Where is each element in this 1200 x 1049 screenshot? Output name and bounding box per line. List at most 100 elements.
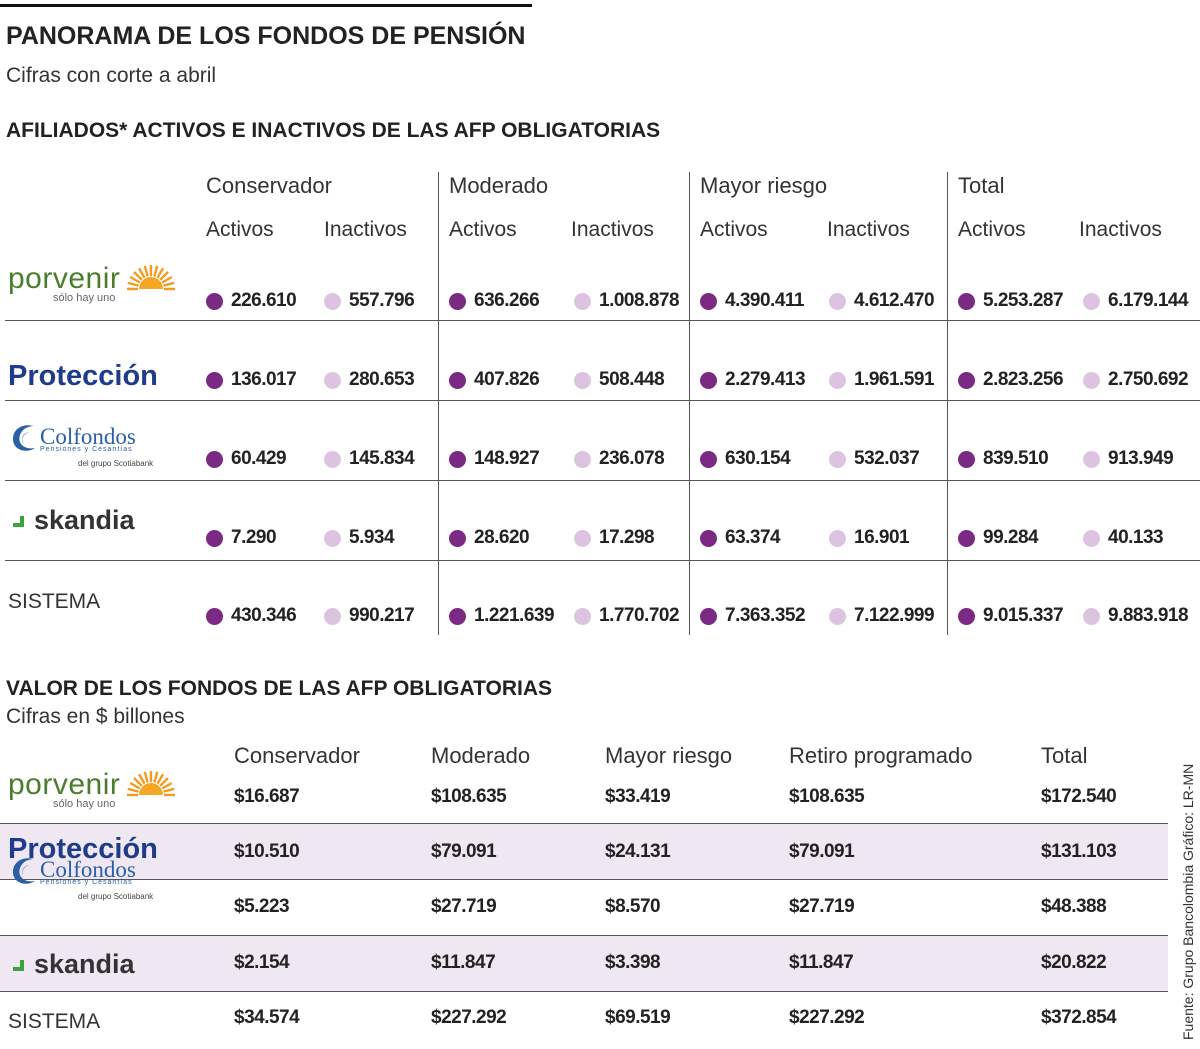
dot: [829, 451, 846, 468]
logo-tagline: sólo hay uno: [53, 292, 116, 304]
value: 16.901: [854, 527, 910, 548]
value: 7.290: [231, 527, 277, 548]
logo-name: skandia: [34, 505, 135, 535]
logo: SISTEMA: [8, 1010, 100, 1034]
value: $11.847: [789, 952, 854, 973]
dot: [206, 451, 223, 468]
dot: [829, 530, 846, 547]
value: 280.653: [349, 369, 415, 390]
logo: skandia: [8, 505, 135, 536]
value: 226.610: [231, 290, 297, 311]
row-divider: [5, 400, 1200, 401]
value: 430.346: [231, 605, 297, 626]
value: 1.961.591: [854, 369, 935, 390]
value: $2.154: [234, 952, 290, 973]
dot: [1083, 608, 1100, 625]
dot: [700, 293, 717, 310]
row-divider: [5, 560, 1200, 561]
logo-name: Protección: [8, 360, 158, 392]
dot: [574, 451, 591, 468]
value: 532.037: [854, 448, 920, 469]
dot: [574, 293, 591, 310]
dot: [574, 608, 591, 625]
value: 63.374: [725, 527, 781, 548]
top-rule: [0, 4, 532, 7]
logo-row: Colfondos: [8, 420, 153, 454]
value: 4.612.470: [854, 290, 935, 311]
logo-name: skandia: [34, 949, 135, 979]
dot: [206, 530, 223, 547]
row-divider: [0, 935, 1168, 936]
logo: Colfondos Pensiones y Cesantías del grupo …: [8, 420, 153, 468]
value: 839.510: [983, 448, 1049, 469]
value: 2.750.692: [1108, 369, 1189, 390]
group-header: Total: [958, 173, 1005, 198]
title: PANORAMA DE LOS FONDOS DE PENSIÓN: [6, 22, 526, 50]
logo: Protección: [8, 360, 158, 393]
row-divider: [0, 879, 1168, 880]
value: 508.448: [599, 369, 665, 390]
value: 17.298: [599, 527, 655, 548]
logo-icon: [12, 858, 35, 884]
dot: [958, 372, 975, 389]
dot: [449, 451, 466, 468]
source: Fuente: Grupo Bancolombia Gráfico: LR-MN: [1180, 763, 1196, 1040]
value: 40.133: [1108, 527, 1164, 548]
logo-name: Protección: [8, 833, 158, 865]
value: 2.279.413: [725, 369, 806, 390]
value: $3.398: [605, 952, 661, 973]
row-band: [0, 935, 1168, 991]
value: 136.017: [231, 369, 297, 390]
dot: [958, 451, 975, 468]
column-divider: [438, 172, 439, 635]
logo: porvenir sólo hay uno: [8, 768, 176, 810]
logo-row: skandia: [8, 505, 135, 536]
logo-icon: [11, 957, 24, 971]
logo-name: SISTEMA: [8, 590, 101, 613]
value: 9.015.337: [983, 605, 1064, 626]
logo-name: Colfondos: [40, 857, 136, 882]
value: $27.719: [789, 896, 855, 917]
dot: [1083, 530, 1100, 547]
value: $10.510: [234, 841, 300, 862]
value: $20.822: [1041, 952, 1107, 973]
sub-header: Inactivos: [827, 218, 910, 241]
sub-header: Activos: [449, 218, 517, 241]
value: 6.179.144: [1108, 290, 1189, 311]
value: 5.253.287: [983, 290, 1064, 311]
column-header: Conservador: [234, 743, 360, 768]
value: $33.419: [605, 786, 671, 807]
logo: Colfondos Pensiones y Cesantías del grupo …: [8, 853, 153, 901]
sub-header: Activos: [958, 218, 1026, 241]
dot: [324, 451, 341, 468]
value: 1.221.639: [474, 605, 555, 626]
value: $172.540: [1041, 786, 1117, 807]
sub-header: Inactivos: [1079, 218, 1162, 241]
logo: SISTEMA: [8, 590, 100, 614]
group-header: Moderado: [449, 173, 549, 198]
row-divider: [5, 320, 1200, 321]
logo-name: porvenir: [8, 768, 121, 801]
dot: [206, 293, 223, 310]
logo-tagline: Pensiones y Cesantías: [40, 879, 133, 886]
value: 99.284: [983, 527, 1039, 548]
column-header: Moderado: [431, 743, 531, 768]
value: $34.574: [234, 1007, 300, 1028]
value: 148.927: [474, 448, 540, 469]
value: 1.770.702: [599, 605, 680, 626]
value: $11.847: [431, 952, 496, 973]
logo-row: porvenir: [8, 768, 176, 802]
column-header: Retiro programado: [789, 743, 973, 768]
row-band: [0, 823, 1168, 879]
column-header: Total: [1041, 743, 1088, 768]
value: $372.854: [1041, 1007, 1117, 1028]
dot: [700, 608, 717, 625]
dot: [1083, 451, 1100, 468]
sub-header: Activos: [206, 218, 274, 241]
section-subtitle: Cifras en $ billones: [6, 705, 185, 728]
dot: [324, 372, 341, 389]
dot: [1083, 293, 1100, 310]
group-header: Mayor riesgo: [700, 173, 828, 198]
value: $227.292: [789, 1007, 865, 1028]
dot: [574, 372, 591, 389]
